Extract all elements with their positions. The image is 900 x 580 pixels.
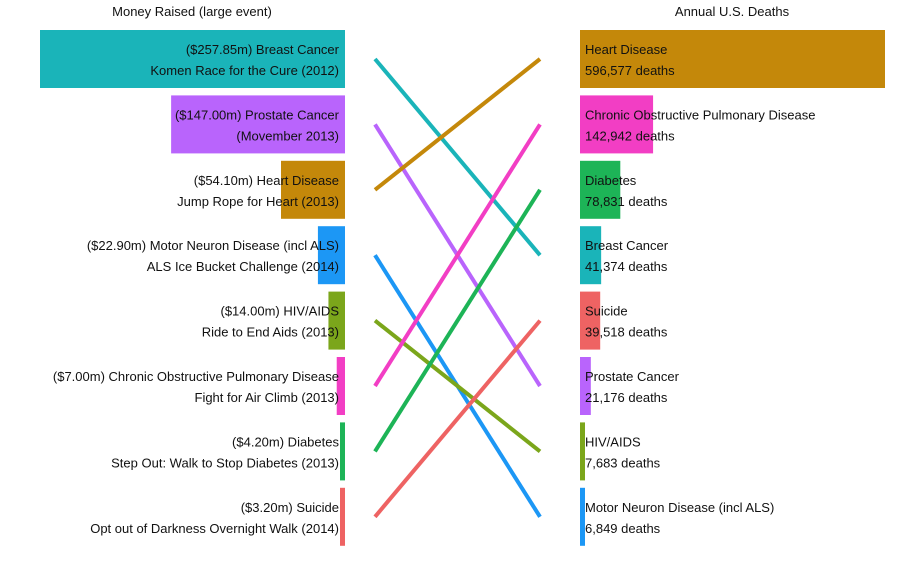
connector-line xyxy=(373,188,542,453)
right-bar-deaths-label: 41,374 deaths xyxy=(585,259,668,274)
left-bar-amount-label: ($4.20m) Diabetes xyxy=(232,434,339,449)
right-bar-deaths-label: 142,942 deaths xyxy=(585,128,675,143)
right-bar xyxy=(580,160,621,219)
left-bar-event-label: Ride to End Aids (2013) xyxy=(202,325,339,340)
left-bar-event-label: ALS Ice Bucket Challenge (2014) xyxy=(147,259,339,274)
left-bar xyxy=(340,487,345,546)
left-bar-amount-label: ($257.85m) Breast Cancer xyxy=(186,42,340,57)
left-labels-group: ($257.85m) Breast Cancer Komen Race for t… xyxy=(53,42,340,536)
right-bar-deaths-label: 78,831 deaths xyxy=(585,194,668,209)
right-bar-cause-label: Prostate Cancer xyxy=(585,369,680,384)
left-bar xyxy=(317,226,345,285)
left-bar-event-label: Jump Rope for Heart (2013) xyxy=(177,194,339,209)
left-bar xyxy=(40,30,345,88)
connector-line xyxy=(373,57,542,257)
right-bars-group xyxy=(580,30,885,546)
right-bar-cause-label: Chronic Obstructive Pulmonary Disease xyxy=(585,107,815,122)
right-bar-deaths-label: 6,849 deaths xyxy=(585,521,661,536)
right-bar-cause-label: Diabetes xyxy=(585,173,637,188)
right-bar xyxy=(580,30,885,88)
left-bar-amount-label: ($147.00m) Prostate Cancer xyxy=(175,107,340,122)
right-bar xyxy=(580,291,601,350)
right-panel-title: Annual U.S. Deaths xyxy=(675,4,790,19)
left-bar-amount-label: ($54.10m) Heart Disease xyxy=(194,173,339,188)
left-bars-group xyxy=(40,30,345,546)
right-labels-group: Heart Disease 596,577 deaths Chronic Obstr… xyxy=(585,42,815,536)
connector-lines-group xyxy=(373,57,542,519)
right-bar-cause-label: Suicide xyxy=(585,304,628,319)
right-bar-deaths-label: 21,176 deaths xyxy=(585,390,668,405)
left-bar-amount-label: ($7.00m) Chronic Obstructive Pulmonary D… xyxy=(53,369,339,384)
left-bar xyxy=(171,95,345,154)
left-bar xyxy=(281,160,345,219)
left-bar-amount-label: ($14.00m) HIV/AIDS xyxy=(221,304,340,319)
right-bar-deaths-label: 596,577 deaths xyxy=(585,63,675,78)
left-bar-event-label: Opt out of Darkness Overnight Walk (2014… xyxy=(90,521,339,536)
left-bar-amount-label: ($22.90m) Motor Neuron Disease (incl ALS… xyxy=(87,238,339,253)
right-bar xyxy=(580,226,602,285)
left-bar xyxy=(336,357,345,415)
connector-line xyxy=(373,319,542,519)
left-bar-event-label: Komen Race for the Cure (2012) xyxy=(150,63,339,78)
right-bar xyxy=(580,357,591,415)
right-bar xyxy=(580,95,654,154)
left-bar-amount-label: ($3.20m) Suicide xyxy=(241,500,339,515)
right-bar-cause-label: Heart Disease xyxy=(585,42,667,57)
connector-line xyxy=(373,319,542,453)
left-bar xyxy=(340,422,345,481)
right-bar xyxy=(580,422,585,481)
connector-line xyxy=(373,57,542,192)
left-bar xyxy=(328,291,345,350)
right-bar-cause-label: HIV/AIDS xyxy=(585,434,641,449)
right-bar-cause-label: Breast Cancer xyxy=(585,238,669,253)
connector-line xyxy=(373,123,542,388)
left-bar-event-label: Fight for Air Climb (2013) xyxy=(195,390,340,405)
right-bar-deaths-label: 39,518 deaths xyxy=(585,325,668,340)
right-bar-deaths-label: 7,683 deaths xyxy=(585,455,661,470)
left-panel-title: Money Raised (large event) xyxy=(112,4,272,19)
left-bar-event-label: Step Out: Walk to Stop Diabetes (2013) xyxy=(111,455,339,470)
right-bar-cause-label: Motor Neuron Disease (incl ALS) xyxy=(585,500,774,515)
left-bar-event-label: (Movember 2013) xyxy=(236,128,339,143)
right-bar xyxy=(580,487,585,546)
